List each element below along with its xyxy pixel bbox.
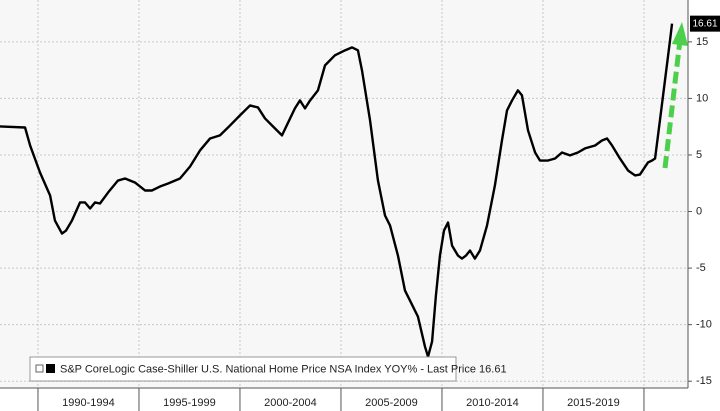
legend-label: S&P CoreLogic Case-Shiller U.S. National… bbox=[60, 363, 417, 375]
last-price-tag bbox=[690, 15, 720, 32]
plot-area bbox=[0, 0, 688, 388]
legend-swatch bbox=[46, 364, 55, 373]
arrow-shaft bbox=[662, 39, 683, 169]
y-tick-label: 10 bbox=[696, 92, 708, 104]
legend-box bbox=[29, 356, 457, 382]
legend-checkbox bbox=[35, 364, 44, 373]
y-tick-label: -10 bbox=[696, 319, 712, 331]
arrow bbox=[662, 22, 688, 169]
x-axis-band bbox=[0, 388, 688, 411]
y-tick-label: -5 bbox=[696, 262, 706, 274]
legend-last-label: - Last Price bbox=[420, 363, 476, 375]
x-tick-label: 2000-2004 bbox=[264, 397, 317, 409]
x-tick-label: 2005-2009 bbox=[365, 397, 418, 409]
arrow-head bbox=[672, 22, 688, 46]
x-tick-label: 2010-2014 bbox=[466, 397, 519, 409]
y-tick-label: 0 bbox=[696, 205, 702, 217]
legend-last-value: 16.61 bbox=[479, 363, 507, 375]
y-tick-label: -15 bbox=[696, 375, 712, 387]
legend: S&P CoreLogic Case-Shiller U.S. National… bbox=[29, 356, 507, 382]
last-price-label: 16.61 bbox=[692, 18, 717, 29]
y-tick-label: 15 bbox=[696, 36, 708, 48]
line bbox=[0, 23, 674, 358]
x-tick-label: 2015-2019 bbox=[567, 397, 620, 409]
x-tick-label: 1990-1994 bbox=[62, 397, 115, 409]
y-tick-label: 5 bbox=[696, 149, 702, 161]
x-tick-label: 1995-1999 bbox=[163, 397, 216, 409]
legend-text: S&P CoreLogic Case-Shiller U.S. National… bbox=[60, 363, 507, 375]
